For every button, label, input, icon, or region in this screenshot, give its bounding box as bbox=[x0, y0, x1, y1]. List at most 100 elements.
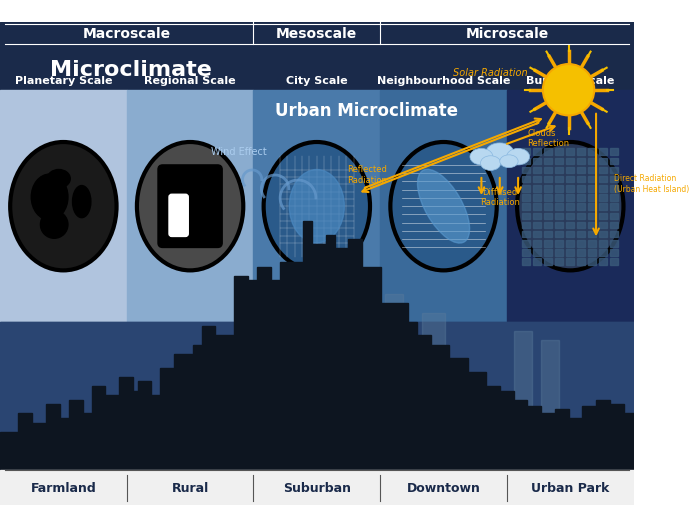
Bar bbox=[566, 203, 574, 210]
Bar bbox=[533, 185, 541, 191]
FancyBboxPatch shape bbox=[158, 165, 223, 248]
Bar bbox=[598, 240, 607, 247]
Bar bbox=[522, 167, 530, 173]
Bar bbox=[609, 176, 618, 182]
Bar bbox=[544, 203, 552, 210]
Bar bbox=[609, 212, 618, 219]
Bar bbox=[598, 158, 607, 164]
Bar bbox=[533, 194, 541, 201]
Bar bbox=[334, 276, 358, 432]
Bar bbox=[507, 90, 634, 321]
Bar bbox=[513, 331, 532, 432]
Text: Downtown: Downtown bbox=[406, 482, 480, 495]
Bar bbox=[385, 294, 404, 432]
Bar bbox=[598, 212, 607, 219]
Bar bbox=[598, 231, 607, 237]
Bar bbox=[522, 176, 530, 182]
Text: Wind Effect: Wind Effect bbox=[211, 147, 266, 157]
Ellipse shape bbox=[390, 142, 497, 270]
Text: Urban Microclimate: Urban Microclimate bbox=[275, 102, 458, 120]
Bar bbox=[588, 249, 596, 256]
Bar bbox=[598, 249, 607, 256]
Text: Building Scale: Building Scale bbox=[526, 75, 614, 85]
Bar bbox=[522, 231, 530, 237]
Bar bbox=[555, 249, 563, 256]
Bar bbox=[566, 231, 574, 237]
Bar bbox=[0, 470, 634, 505]
Bar bbox=[577, 194, 585, 201]
Text: Macroscale: Macroscale bbox=[83, 27, 171, 41]
Ellipse shape bbox=[507, 149, 529, 165]
Bar bbox=[544, 158, 552, 164]
Bar bbox=[566, 194, 574, 201]
Bar bbox=[533, 258, 541, 265]
Text: City Scale: City Scale bbox=[286, 75, 348, 85]
Bar bbox=[588, 149, 596, 155]
Bar bbox=[0, 321, 634, 473]
Bar bbox=[609, 167, 618, 173]
Bar bbox=[566, 258, 574, 265]
Bar bbox=[522, 212, 530, 219]
Bar bbox=[577, 176, 585, 182]
Bar bbox=[598, 258, 607, 265]
Bar bbox=[0, 321, 634, 505]
Text: Rural: Rural bbox=[171, 482, 209, 495]
Text: Farmland: Farmland bbox=[30, 482, 96, 495]
Bar bbox=[588, 158, 596, 164]
Bar bbox=[598, 149, 607, 155]
Bar bbox=[588, 222, 596, 228]
Bar bbox=[588, 240, 596, 247]
Bar bbox=[555, 149, 563, 155]
Bar bbox=[609, 231, 618, 237]
Polygon shape bbox=[0, 221, 634, 473]
Bar bbox=[566, 249, 574, 256]
Bar bbox=[522, 149, 530, 155]
Bar bbox=[609, 203, 618, 210]
Bar bbox=[380, 90, 507, 321]
Text: Planetary Scale: Planetary Scale bbox=[15, 75, 112, 85]
Ellipse shape bbox=[10, 142, 117, 270]
Bar bbox=[544, 185, 552, 191]
Bar bbox=[588, 203, 596, 210]
Bar bbox=[522, 203, 530, 210]
Text: Urban Park: Urban Park bbox=[531, 482, 609, 495]
Bar bbox=[566, 158, 574, 164]
Bar bbox=[588, 176, 596, 182]
Bar bbox=[555, 212, 563, 219]
Bar bbox=[566, 167, 574, 173]
Text: Diffused
Radiation: Diffused Radiation bbox=[480, 188, 520, 207]
Text: Mesoscale: Mesoscale bbox=[276, 27, 357, 41]
Bar bbox=[577, 222, 585, 228]
Bar bbox=[522, 185, 530, 191]
Bar bbox=[609, 149, 618, 155]
Bar bbox=[577, 249, 585, 256]
Bar bbox=[577, 149, 585, 155]
Bar bbox=[588, 167, 596, 173]
Bar bbox=[0, 22, 634, 68]
Bar bbox=[566, 176, 574, 182]
Bar bbox=[533, 212, 541, 219]
Bar bbox=[541, 340, 560, 432]
Ellipse shape bbox=[137, 142, 243, 270]
Bar bbox=[577, 212, 585, 219]
Bar bbox=[555, 240, 563, 247]
Bar bbox=[522, 240, 530, 247]
Bar bbox=[566, 212, 574, 219]
Bar bbox=[555, 222, 563, 228]
Bar bbox=[588, 194, 596, 201]
Bar bbox=[533, 249, 541, 256]
Bar bbox=[522, 158, 530, 164]
Bar bbox=[555, 203, 563, 210]
Bar bbox=[126, 90, 254, 321]
Circle shape bbox=[543, 64, 594, 115]
Ellipse shape bbox=[264, 142, 370, 270]
Ellipse shape bbox=[393, 144, 494, 268]
Bar bbox=[533, 149, 541, 155]
Bar bbox=[533, 167, 541, 173]
Bar bbox=[544, 176, 552, 182]
Bar bbox=[522, 249, 530, 256]
Bar bbox=[555, 194, 563, 201]
Bar bbox=[577, 203, 585, 210]
Bar bbox=[555, 258, 563, 265]
Bar bbox=[533, 231, 541, 237]
